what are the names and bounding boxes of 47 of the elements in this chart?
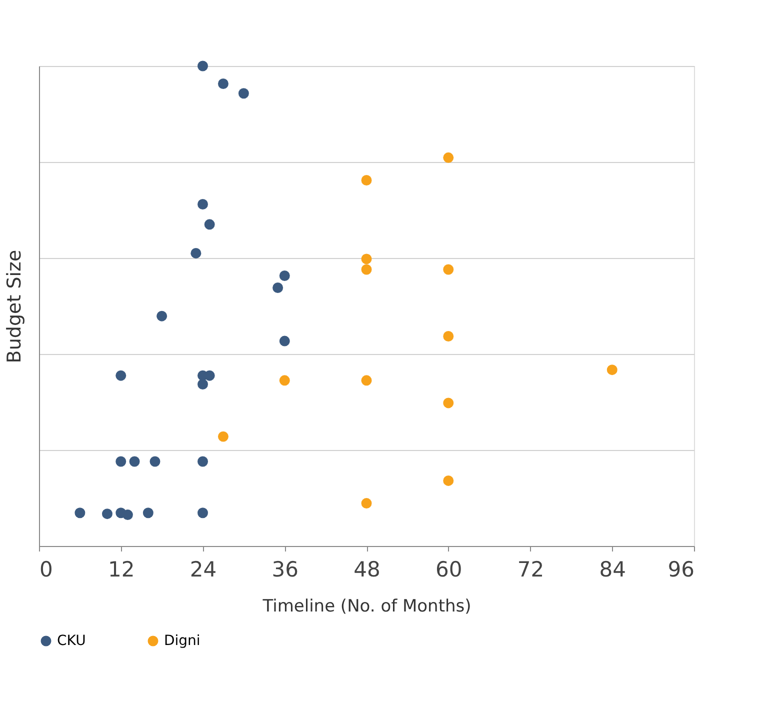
x-tick-label: 96 (668, 558, 694, 582)
point (218, 431, 228, 442)
point (198, 199, 208, 210)
point (272, 282, 284, 293)
point (279, 375, 290, 386)
x-axis-title: Timeline (No. of Months) (262, 596, 472, 616)
point (204, 219, 215, 230)
point (198, 508, 208, 518)
point (238, 88, 249, 99)
x-tick-label: 36 (272, 558, 298, 582)
point (361, 375, 372, 386)
point (443, 398, 454, 408)
legend-label: Digni (164, 633, 200, 649)
point (361, 264, 372, 275)
point (361, 254, 372, 264)
point (74, 508, 86, 518)
x-tick-label: 72 (517, 558, 544, 582)
point (116, 456, 126, 467)
x-tick-label: 12 (108, 558, 135, 582)
point (443, 264, 454, 275)
x-tick-label: 84 (599, 558, 626, 582)
x-tick-label: 48 (354, 558, 380, 582)
point (361, 498, 372, 509)
y-axis-title: Budget Size (4, 250, 26, 364)
point (156, 310, 168, 322)
point (606, 364, 618, 376)
point (443, 475, 454, 486)
point (279, 336, 290, 346)
x-tick-label: 0 (40, 558, 53, 582)
point (198, 379, 208, 390)
point (142, 508, 154, 518)
point (218, 78, 228, 89)
point (443, 331, 454, 342)
point (122, 510, 133, 520)
legend-label: CKU (57, 633, 86, 649)
x-tick-label: 24 (190, 558, 217, 582)
point (443, 152, 454, 163)
point (129, 456, 140, 467)
x-tick-label: 60 (436, 558, 462, 582)
point (198, 60, 208, 72)
point (279, 270, 290, 281)
point (190, 248, 202, 258)
point (116, 370, 126, 381)
point (198, 456, 208, 467)
point (361, 175, 372, 186)
point (150, 456, 160, 467)
point (102, 508, 112, 520)
